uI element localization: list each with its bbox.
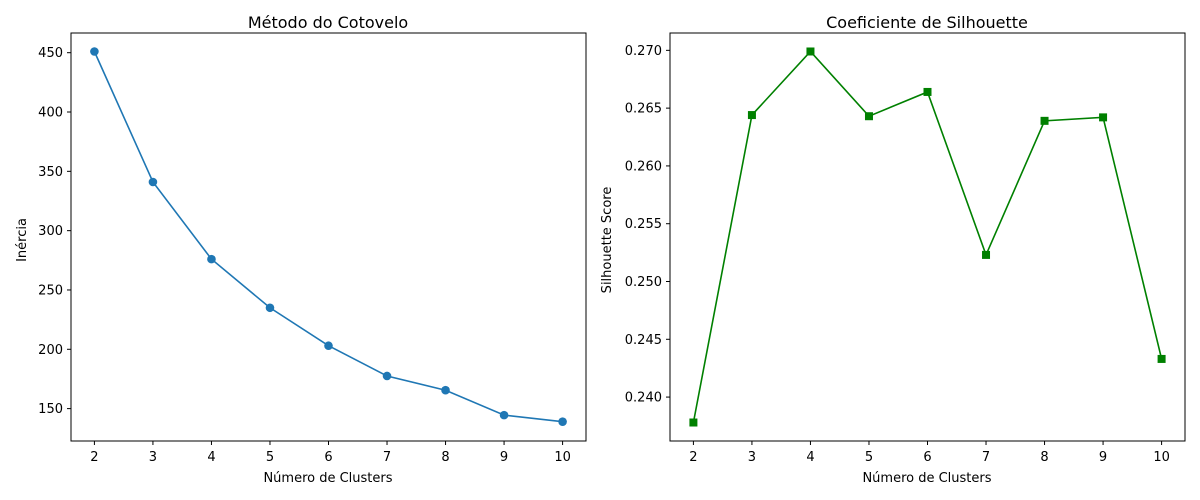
x-tick-label: 9: [1099, 450, 1107, 465]
chart-title: Método do Cotovelo: [248, 13, 408, 32]
y-tick-label: 150: [38, 402, 63, 417]
y-axis-label: Inércia: [15, 218, 30, 262]
x-tick-label: 4: [207, 450, 215, 465]
x-tick-label: 10: [1153, 450, 1170, 465]
x-tick-label: 2: [90, 450, 98, 465]
data-point: [558, 417, 567, 426]
data-point: [148, 177, 158, 187]
x-tick-label: 5: [266, 450, 274, 465]
y-tick-label: 400: [38, 106, 63, 121]
axes-frame: [669, 32, 1186, 442]
data-point: [689, 418, 698, 427]
x-axis-label: Número de Clusters: [862, 471, 991, 486]
chart-title: Coeficiente de Silhouette: [826, 13, 1028, 32]
x-tick-label: 3: [748, 450, 756, 465]
x-axis-label: Número de Clusters: [263, 471, 392, 486]
y-tick-label: 0.270: [625, 44, 662, 59]
y-tick-label: 250: [38, 283, 63, 298]
data-point: [1157, 354, 1166, 363]
data-point: [747, 111, 756, 120]
x-tick-label: 7: [383, 450, 391, 465]
x-tick-label: 9: [500, 450, 508, 465]
plot-marks: [90, 47, 567, 426]
data-point: [1099, 113, 1108, 122]
data-point: [90, 47, 99, 56]
x-tick-label: 6: [923, 450, 931, 465]
x-tick-label: 3: [149, 450, 157, 465]
silhouette-chart: Coeficiente de Silhouette Número de Clus…: [600, 13, 1186, 486]
data-point: [207, 254, 216, 264]
y-tick-label: 0.265: [625, 102, 662, 117]
x-tick-label: 7: [982, 450, 990, 465]
y-axis-label: Silhouette Score: [600, 187, 615, 294]
data-point: [324, 341, 333, 351]
data-point: [864, 112, 873, 121]
data-point: [982, 250, 991, 259]
data-point: [441, 385, 450, 395]
elbow-chart: Método do Cotovelo Número de Clusters In…: [15, 13, 587, 486]
y-tick-label: 0.245: [625, 333, 662, 348]
y-tick-label: 0.250: [625, 275, 662, 290]
data-point: [382, 371, 392, 381]
axes-frame: [70, 32, 587, 442]
axis-ticks: 2 3 4 5 6 7 8 9 10 150 200 250 300 350 400 450: [38, 46, 571, 465]
data-point: [923, 87, 932, 96]
data-point: [1040, 116, 1049, 125]
y-tick-label: 300: [38, 224, 63, 239]
y-tick-label: 0.260: [625, 159, 662, 174]
y-tick-label: 0.240: [625, 391, 662, 406]
x-tick-label: 5: [865, 450, 873, 465]
x-tick-label: 6: [324, 450, 332, 465]
data-point: [499, 410, 509, 420]
plot-marks: [689, 47, 1166, 427]
x-tick-label: 4: [806, 450, 814, 465]
y-tick-label: 450: [38, 46, 63, 61]
axis-ticks: 2 3 4 5 6 7 8 9 10 0.240 0.245 0.250 0.255 0.260 0.265…: [625, 44, 1170, 465]
x-tick-label: 2: [689, 450, 697, 465]
data-point: [265, 303, 275, 313]
y-tick-label: 350: [38, 165, 63, 180]
x-tick-label: 8: [1040, 450, 1048, 465]
y-tick-label: 0.255: [625, 217, 662, 232]
x-tick-label: 10: [554, 450, 571, 465]
y-tick-label: 200: [38, 343, 63, 358]
data-point: [806, 47, 815, 56]
x-tick-label: 8: [441, 450, 449, 465]
